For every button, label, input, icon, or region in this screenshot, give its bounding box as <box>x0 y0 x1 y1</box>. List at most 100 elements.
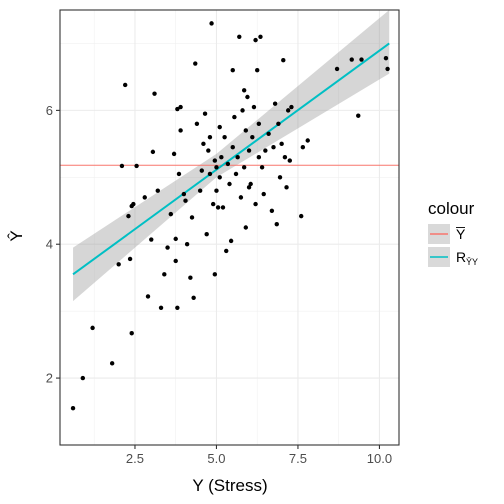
data-point <box>281 57 286 63</box>
data-point <box>215 205 221 210</box>
data-point <box>168 211 174 217</box>
data-point <box>224 248 229 254</box>
data-point <box>194 121 200 126</box>
data-point <box>225 161 231 167</box>
legend: colour YR ȲY <box>428 199 478 267</box>
data-point <box>276 121 281 126</box>
legend-title: colour <box>428 199 475 218</box>
data-point <box>152 91 157 96</box>
data-point <box>285 108 291 113</box>
data-point <box>222 134 227 140</box>
data-point <box>238 195 244 200</box>
x-tick-label: 7.5 <box>289 451 307 466</box>
data-point <box>230 68 235 73</box>
data-point <box>70 405 76 411</box>
scatter-points <box>70 21 390 411</box>
data-point <box>272 101 278 106</box>
x-axis-title: Y (Stress) <box>192 476 267 495</box>
data-point <box>253 201 258 207</box>
data-point <box>241 165 247 170</box>
data-point <box>122 82 128 88</box>
data-point <box>211 201 216 207</box>
data-point <box>149 237 154 242</box>
data-point <box>142 195 147 200</box>
data-point <box>165 245 170 250</box>
grid-lines <box>60 10 399 445</box>
panel-border <box>59 9 400 446</box>
data-point <box>162 272 167 277</box>
data-point <box>282 155 288 160</box>
data-point <box>227 181 232 187</box>
axis-ticks: 2.5 5.0 7.5 10.0 2 4 6 <box>46 103 392 466</box>
data-point <box>134 163 139 169</box>
data-point <box>131 201 136 207</box>
data-point <box>305 138 310 143</box>
data-point <box>201 141 206 147</box>
data-point <box>349 57 354 62</box>
data-point <box>199 168 204 173</box>
data-point <box>300 144 306 150</box>
data-point <box>207 171 213 177</box>
data-point <box>171 151 177 157</box>
data-point <box>178 128 183 133</box>
data-point <box>217 175 222 180</box>
data-point <box>246 185 252 190</box>
data-point <box>287 158 293 163</box>
x-tick-label: 5.0 <box>207 451 225 466</box>
data-point <box>228 238 234 244</box>
data-point <box>129 331 134 336</box>
data-point <box>359 57 364 62</box>
data-point <box>233 171 239 177</box>
data-point <box>230 144 235 150</box>
legend-label-subscript: ȲY <box>466 257 478 267</box>
data-point <box>204 231 209 237</box>
data-point <box>119 163 125 169</box>
data-point <box>191 295 196 300</box>
data-point <box>248 181 253 187</box>
data-point <box>356 113 361 118</box>
data-point <box>274 221 279 227</box>
data-point <box>271 144 276 150</box>
data-point <box>150 149 156 155</box>
data-point <box>246 148 252 153</box>
data-point <box>178 104 183 110</box>
data-point <box>245 94 250 100</box>
y-axis-title: Ŷ <box>7 230 26 241</box>
data-point <box>232 114 237 120</box>
data-point <box>219 155 224 160</box>
data-point <box>289 104 294 110</box>
data-point <box>277 175 283 180</box>
data-point <box>209 21 214 26</box>
data-point <box>188 275 193 280</box>
data-point <box>243 225 248 230</box>
data-point <box>214 165 219 170</box>
data-point <box>197 188 203 193</box>
data-point <box>214 188 219 193</box>
data-point <box>269 208 275 213</box>
data-point <box>173 236 178 242</box>
data-point <box>256 155 262 160</box>
data-point <box>173 258 178 264</box>
panel-background <box>60 10 399 445</box>
data-point <box>251 104 257 110</box>
data-point <box>116 262 121 267</box>
data-point <box>240 108 245 113</box>
plot-panel <box>60 10 399 445</box>
data-point <box>220 205 226 210</box>
data-point <box>212 272 218 277</box>
data-point <box>184 242 190 247</box>
data-point <box>189 215 195 220</box>
data-point <box>158 305 164 311</box>
data-point <box>175 106 180 112</box>
data-point <box>206 148 211 153</box>
panel-frame <box>59 9 400 446</box>
data-point <box>181 191 187 197</box>
data-point <box>237 34 242 39</box>
data-point <box>109 361 115 366</box>
data-point <box>253 37 258 43</box>
data-point <box>261 191 266 197</box>
data-point <box>127 256 133 262</box>
data-point <box>279 141 284 147</box>
data-point <box>241 88 247 93</box>
